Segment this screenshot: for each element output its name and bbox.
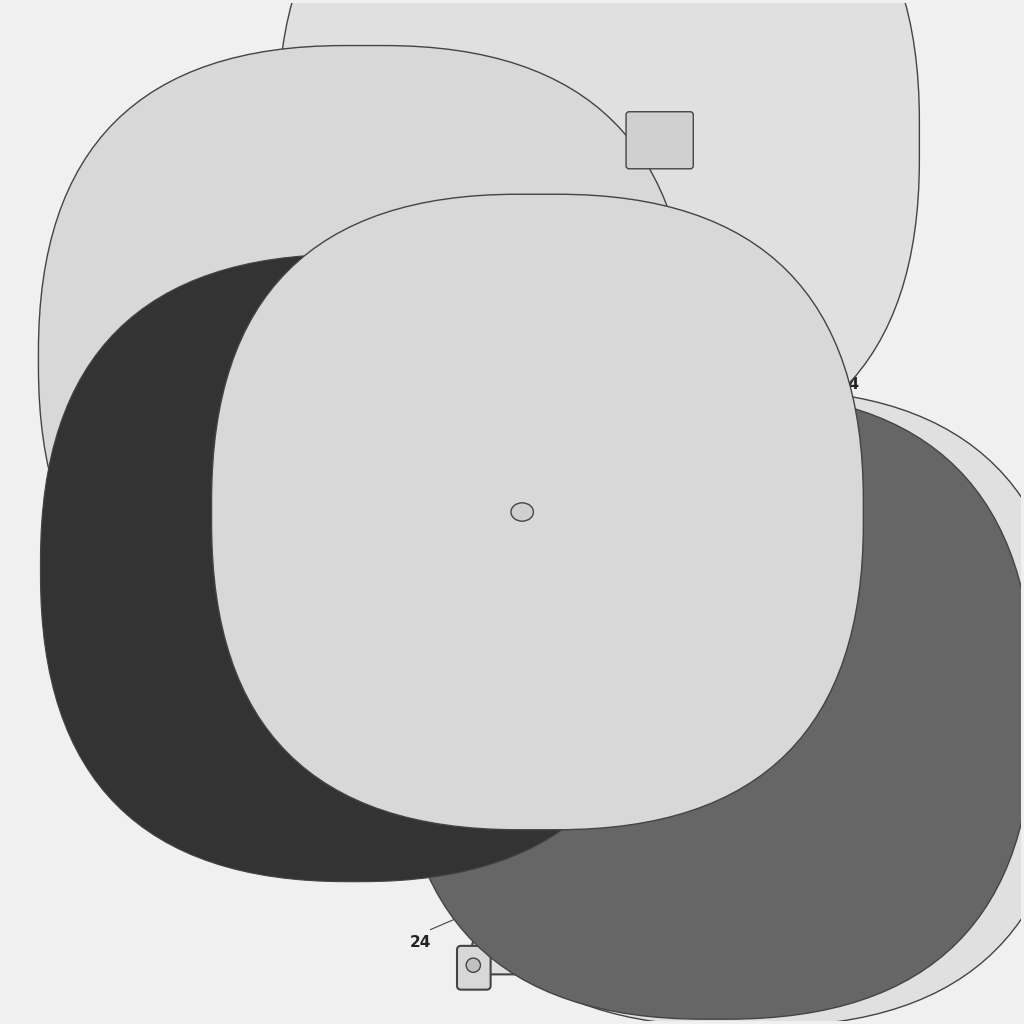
Ellipse shape bbox=[511, 503, 534, 521]
Text: 45: 45 bbox=[817, 575, 839, 591]
Text: 90: 90 bbox=[817, 703, 839, 718]
FancyBboxPatch shape bbox=[420, 390, 1024, 1024]
Text: AMB: AMB bbox=[375, 486, 399, 497]
FancyBboxPatch shape bbox=[626, 112, 693, 169]
FancyBboxPatch shape bbox=[380, 618, 420, 670]
Text: 3: 3 bbox=[838, 327, 849, 341]
FancyBboxPatch shape bbox=[486, 822, 538, 955]
FancyBboxPatch shape bbox=[41, 254, 668, 882]
FancyBboxPatch shape bbox=[457, 946, 490, 989]
FancyBboxPatch shape bbox=[212, 195, 863, 829]
Text: 27: 27 bbox=[736, 67, 758, 82]
Text: 24: 24 bbox=[410, 935, 431, 949]
FancyBboxPatch shape bbox=[402, 606, 602, 683]
FancyBboxPatch shape bbox=[685, 527, 746, 659]
Text: 1: 1 bbox=[247, 560, 257, 575]
Text: o: o bbox=[306, 260, 310, 265]
Text: o: o bbox=[340, 306, 343, 311]
Text: 14: 14 bbox=[838, 377, 859, 392]
Text: o: o bbox=[273, 306, 278, 311]
FancyBboxPatch shape bbox=[446, 660, 557, 699]
Circle shape bbox=[466, 958, 480, 973]
Circle shape bbox=[449, 611, 473, 636]
FancyBboxPatch shape bbox=[398, 392, 1024, 1019]
Text: 2: 2 bbox=[573, 449, 584, 463]
Text: o: o bbox=[359, 278, 364, 283]
FancyBboxPatch shape bbox=[663, 316, 749, 351]
Text: 4: 4 bbox=[817, 525, 828, 540]
Text: 34: 34 bbox=[654, 810, 676, 825]
FancyBboxPatch shape bbox=[662, 437, 770, 484]
Text: 36: 36 bbox=[654, 851, 676, 865]
FancyBboxPatch shape bbox=[278, 0, 920, 466]
FancyBboxPatch shape bbox=[649, 344, 782, 445]
Text: 11: 11 bbox=[564, 419, 584, 432]
FancyBboxPatch shape bbox=[39, 45, 690, 673]
FancyBboxPatch shape bbox=[472, 941, 552, 975]
Text: o: o bbox=[253, 278, 257, 283]
FancyBboxPatch shape bbox=[608, 99, 711, 181]
